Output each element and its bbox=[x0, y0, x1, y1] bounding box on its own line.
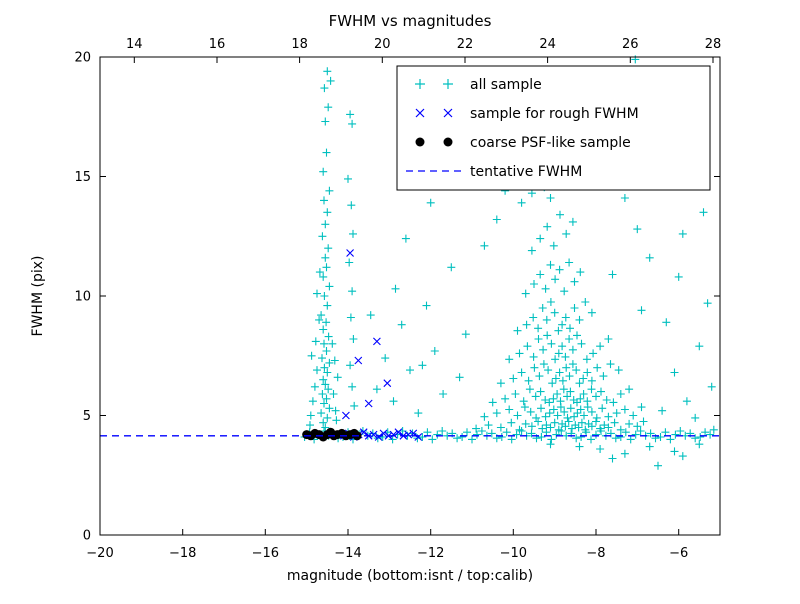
legend-label: tentative FWHM bbox=[470, 164, 582, 180]
top-tick-label: 24 bbox=[539, 37, 556, 52]
x-tick-label: −20 bbox=[86, 546, 113, 561]
x-axis-label: magnitude (bottom:isnt / top:calib) bbox=[287, 568, 533, 584]
y-tick-label: 5 bbox=[83, 409, 91, 424]
legend-entry: coarse PSF-like sample bbox=[415, 135, 631, 151]
top-tick-label: 18 bbox=[291, 37, 308, 52]
legend: all sample sample for rough FWHM coarse PS… bbox=[396, 65, 711, 191]
legend-label: sample for rough FWHM bbox=[470, 106, 639, 122]
y-axis-label: FWHM (pix) bbox=[30, 256, 46, 337]
legend-plus-icon bbox=[415, 79, 425, 89]
x-tick-label: −8 bbox=[586, 546, 605, 561]
legend-entry: all sample bbox=[415, 77, 542, 93]
x-tick-label: −6 bbox=[669, 546, 688, 561]
rough-fwhm-points bbox=[333, 249, 423, 441]
x-tick-label: −14 bbox=[334, 546, 361, 561]
top-tick-label: 28 bbox=[705, 37, 722, 52]
legend-plus-icon bbox=[443, 79, 453, 89]
legend-label: coarse PSF-like sample bbox=[470, 135, 631, 151]
legend-box bbox=[396, 65, 711, 191]
y-tick-label: 10 bbox=[74, 290, 91, 305]
legend-x-icon bbox=[415, 108, 425, 118]
top-tick-label: 26 bbox=[622, 37, 639, 52]
x-tick-label: −18 bbox=[169, 546, 196, 561]
legend-label: all sample bbox=[470, 77, 542, 93]
x-tick-label: −12 bbox=[417, 546, 444, 561]
y-tick-label: 20 bbox=[74, 51, 91, 66]
legend-dot-icon bbox=[415, 137, 425, 147]
top-tick-label: 14 bbox=[126, 37, 143, 52]
legend-entry: sample for rough FWHM bbox=[415, 106, 639, 122]
axes-ticks: −20 −18 −16 −14 −12 −10 −8 −6 14 16 18 20 22 24 26 28 0 5… bbox=[74, 37, 721, 561]
series-x bbox=[333, 249, 423, 441]
chart-title: FWHM vs magnitudes bbox=[329, 12, 492, 30]
x-tick-label: −16 bbox=[252, 546, 279, 561]
y-tick-label: 15 bbox=[74, 170, 91, 185]
legend-entry: tentative FWHM bbox=[406, 164, 582, 180]
legend-dot-icon bbox=[443, 137, 453, 147]
top-tick-label: 22 bbox=[457, 37, 474, 52]
x-tick-label: −10 bbox=[500, 546, 527, 561]
legend-x-icon bbox=[443, 108, 453, 118]
top-tick-label: 20 bbox=[374, 37, 391, 52]
y-tick-label: 0 bbox=[83, 529, 91, 544]
top-tick-label: 16 bbox=[209, 37, 226, 52]
